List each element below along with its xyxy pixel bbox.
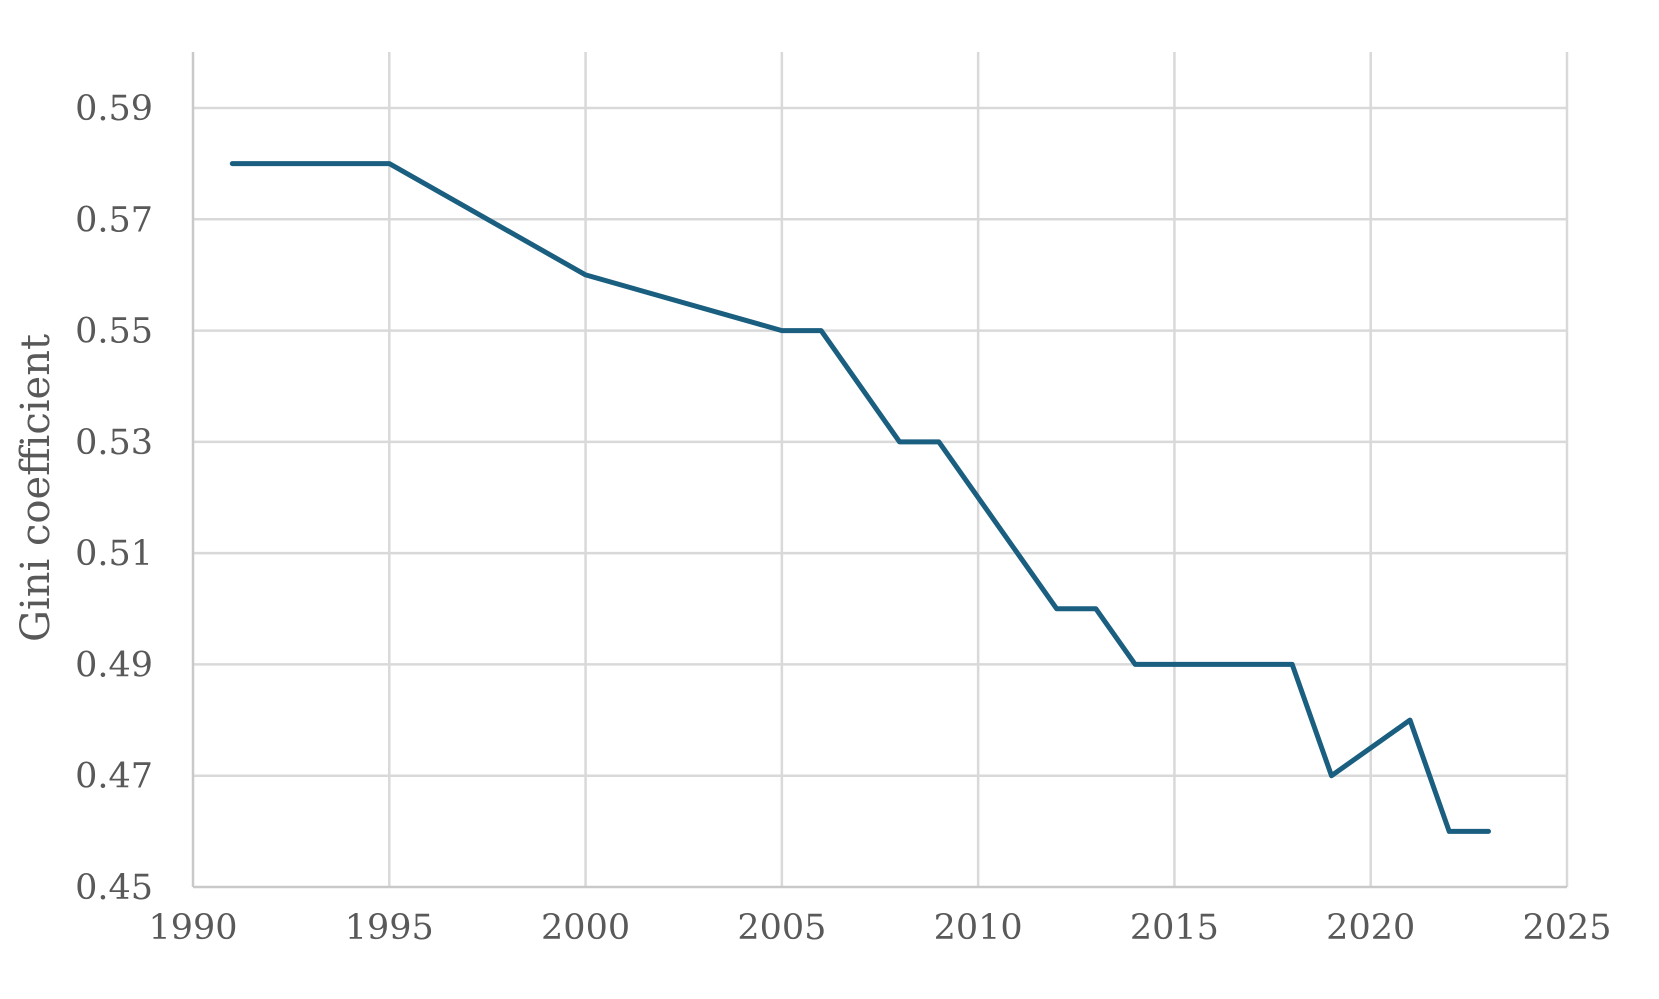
x-tick-label: 2015 <box>1130 908 1219 948</box>
y-axis-title: Gini coefficient <box>13 334 59 642</box>
x-tick-label: 2005 <box>737 908 826 948</box>
axes <box>191 52 1567 889</box>
x-tick-label: 2025 <box>1522 908 1611 948</box>
grid-lines <box>193 52 1569 887</box>
series-line <box>229 161 1491 834</box>
x-tick-label: 1995 <box>345 908 434 948</box>
x-tick-label: 2020 <box>1326 908 1415 948</box>
y-tick-label: 0.47 <box>75 757 153 797</box>
y-axis-tick-labels: 0.45 0.47 0.49 0.51 0.53 0.55 0.57 0.59 <box>75 89 153 908</box>
y-tick-label: 0.53 <box>75 423 153 463</box>
y-tick-label: 0.59 <box>75 89 153 129</box>
x-tick-label: 1990 <box>148 908 237 948</box>
x-axis-tick-labels: 1990 1995 2000 2005 2010 2015 2020 2025 <box>148 908 1611 948</box>
x-tick-label: 2010 <box>934 908 1023 948</box>
series-layer <box>229 161 1491 834</box>
y-tick-label: 0.49 <box>75 645 153 685</box>
y-tick-label: 0.55 <box>75 312 153 352</box>
y-tick-label: 0.45 <box>75 868 153 908</box>
y-tick-label: 0.57 <box>75 200 153 240</box>
y-tick-label: 0.51 <box>75 534 153 574</box>
x-tick-label: 2000 <box>541 908 630 948</box>
